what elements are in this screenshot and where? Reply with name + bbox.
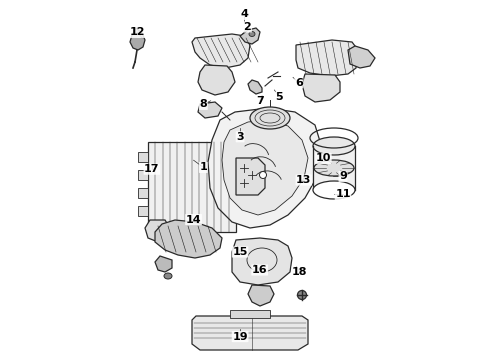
Text: 11: 11 (335, 189, 351, 199)
Polygon shape (248, 285, 274, 306)
Text: 7: 7 (256, 96, 264, 106)
Polygon shape (155, 256, 172, 272)
Polygon shape (192, 34, 250, 68)
Polygon shape (145, 220, 170, 242)
Text: 4: 4 (240, 9, 248, 19)
Text: 6: 6 (295, 78, 303, 88)
Bar (313, 146, 355, 190)
Polygon shape (208, 108, 322, 228)
Bar (138, 152, 148, 162)
Ellipse shape (164, 273, 172, 279)
Polygon shape (348, 46, 375, 68)
Text: 19: 19 (232, 332, 248, 342)
Bar (230, 310, 270, 318)
Polygon shape (222, 120, 308, 215)
Text: 13: 13 (296, 175, 312, 185)
Bar (138, 188, 148, 198)
Polygon shape (198, 65, 235, 95)
Polygon shape (192, 316, 308, 350)
Text: 18: 18 (292, 267, 308, 277)
Bar (138, 206, 148, 216)
Polygon shape (296, 40, 358, 76)
Text: 10: 10 (316, 153, 331, 163)
Bar (148, 142, 236, 232)
Polygon shape (236, 158, 265, 195)
Polygon shape (232, 238, 292, 285)
Text: 16: 16 (252, 265, 268, 275)
Polygon shape (155, 220, 222, 258)
Ellipse shape (297, 291, 307, 300)
Ellipse shape (260, 171, 267, 179)
Polygon shape (302, 74, 340, 102)
Text: 8: 8 (199, 99, 207, 109)
Polygon shape (130, 28, 145, 50)
Text: 1: 1 (199, 162, 207, 172)
Polygon shape (240, 28, 260, 44)
Ellipse shape (313, 181, 355, 199)
Text: 2: 2 (244, 22, 251, 32)
Polygon shape (248, 80, 262, 94)
Text: 17: 17 (144, 164, 160, 174)
Text: 12: 12 (129, 27, 145, 37)
Ellipse shape (313, 137, 355, 155)
Text: 5: 5 (275, 92, 283, 102)
Text: 9: 9 (339, 171, 347, 181)
Ellipse shape (314, 160, 354, 176)
Ellipse shape (249, 32, 255, 36)
Bar (138, 170, 148, 180)
Text: 14: 14 (186, 215, 201, 225)
Text: 15: 15 (232, 247, 248, 257)
Ellipse shape (250, 107, 290, 129)
Text: 3: 3 (236, 132, 244, 142)
Polygon shape (198, 102, 222, 118)
